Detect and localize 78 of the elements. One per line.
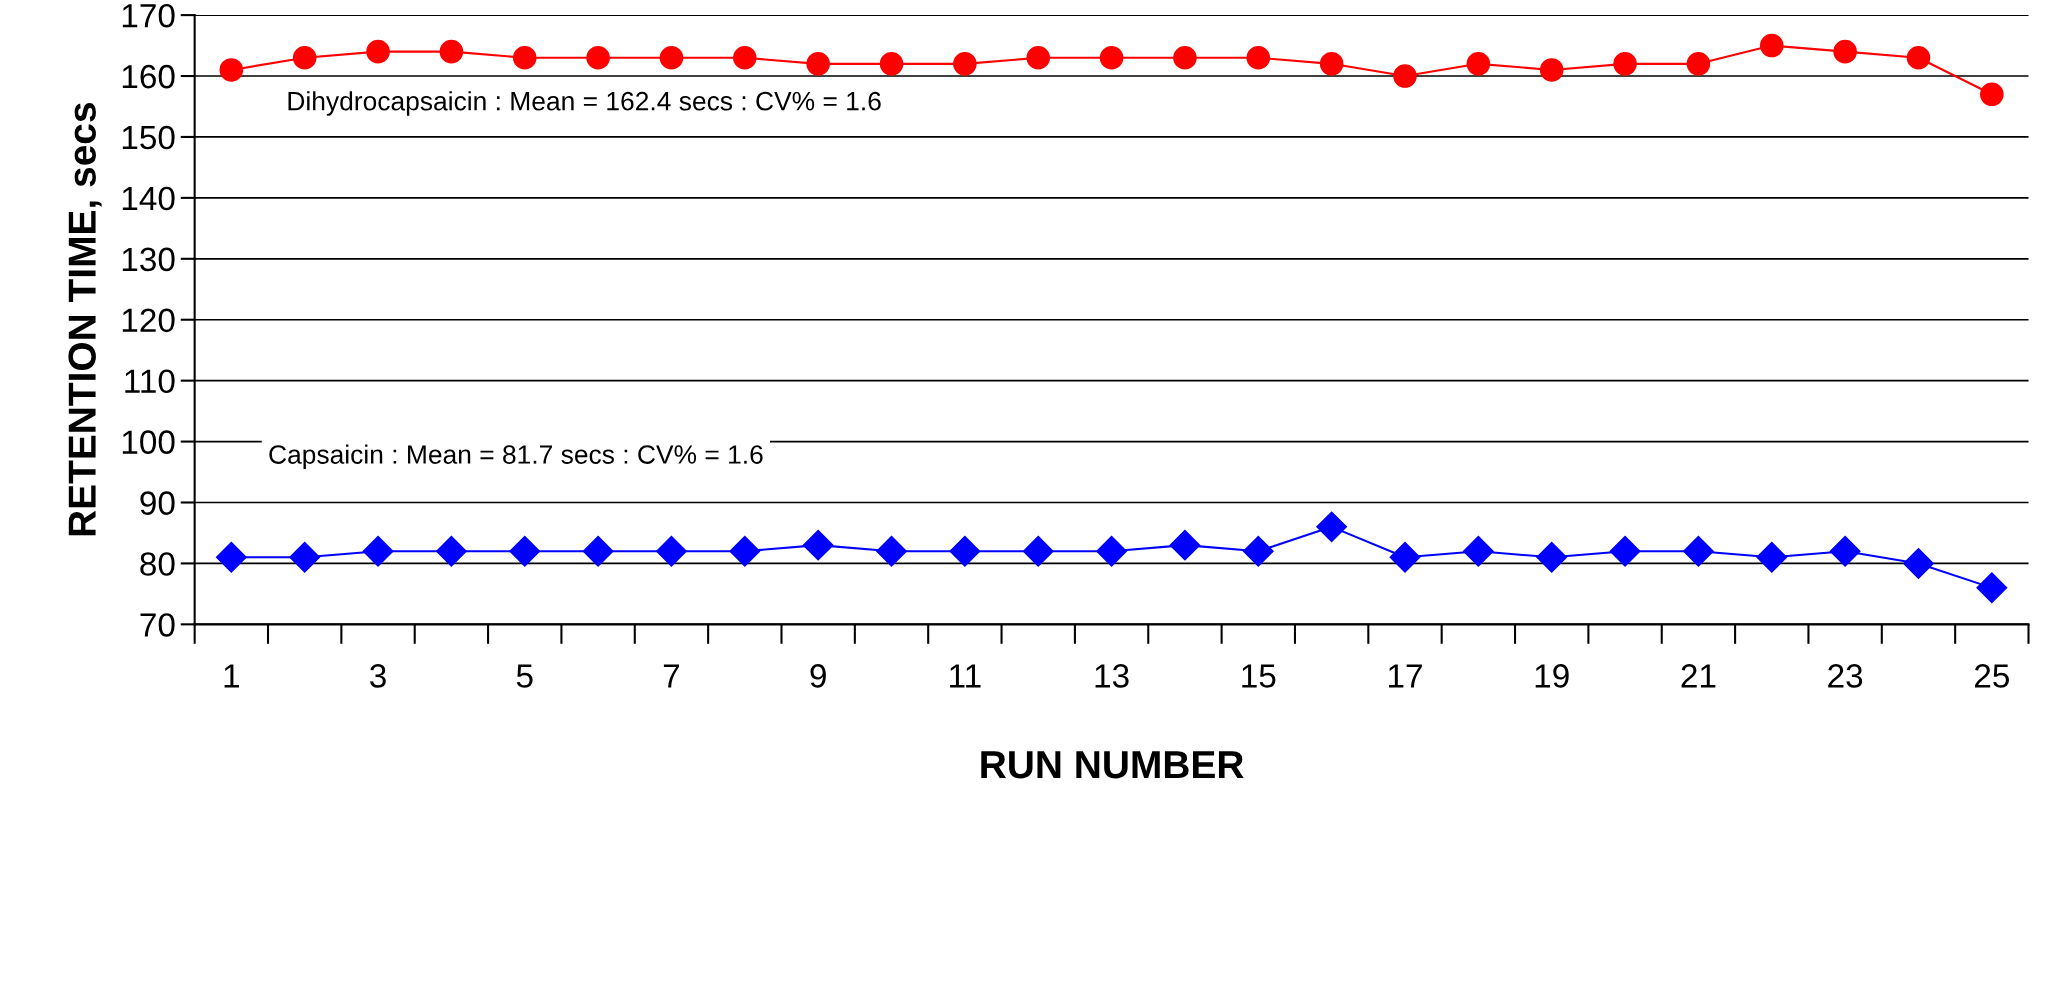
point bbox=[509, 535, 541, 567]
y-axis-title: RETENTION TIME, secs bbox=[68, 103, 102, 536]
point bbox=[1173, 45, 1197, 70]
y-tick-label: 70 bbox=[140, 613, 175, 637]
point bbox=[292, 45, 317, 70]
point bbox=[1536, 541, 1568, 573]
y-tick-label: 140 bbox=[122, 186, 175, 211]
y-tick-label: 80 bbox=[140, 552, 175, 576]
point bbox=[1319, 52, 1344, 76]
y-tick-label: 120 bbox=[122, 308, 175, 333]
point bbox=[1099, 45, 1124, 70]
point bbox=[876, 535, 907, 567]
point bbox=[512, 45, 537, 70]
point bbox=[1833, 39, 1857, 64]
point bbox=[1976, 572, 2008, 604]
x-tick-label: 19 bbox=[1535, 664, 1569, 688]
point bbox=[362, 535, 394, 567]
x-tick-label: 15 bbox=[1242, 664, 1276, 688]
x-tick-label: 13 bbox=[1095, 664, 1129, 688]
point bbox=[1246, 45, 1271, 70]
x-tick-label: 17 bbox=[1389, 664, 1422, 688]
point bbox=[1613, 52, 1637, 76]
point bbox=[1316, 511, 1348, 543]
point bbox=[1026, 45, 1051, 70]
x-tick-label: 5 bbox=[516, 664, 533, 688]
point bbox=[1539, 58, 1564, 82]
y-tick-label: 130 bbox=[122, 247, 175, 272]
x-tick-label: 25 bbox=[1974, 664, 2009, 688]
point bbox=[802, 529, 834, 561]
annotation: Capsaicin : Mean = 81.7 secs : CV% = 1.6 bbox=[269, 444, 763, 470]
y-tick-label: 170 bbox=[122, 3, 175, 28]
point bbox=[656, 535, 687, 567]
point bbox=[215, 541, 247, 573]
y-tick-label: 90 bbox=[140, 491, 175, 515]
x-axis-title: RUN NUMBER bbox=[981, 751, 1244, 779]
point bbox=[1980, 82, 2004, 107]
y-tick-label: 110 bbox=[125, 369, 175, 394]
point bbox=[879, 52, 904, 76]
point bbox=[1829, 535, 1861, 567]
x-tick-label: 3 bbox=[370, 664, 386, 688]
point bbox=[1682, 535, 1714, 567]
y-tick-label: 100 bbox=[122, 430, 175, 454]
point bbox=[1169, 529, 1201, 561]
point bbox=[366, 39, 390, 64]
x-tick-label: 7 bbox=[663, 664, 680, 688]
point bbox=[1393, 64, 1417, 88]
point bbox=[1022, 535, 1054, 567]
point bbox=[1096, 535, 1128, 567]
x-tick-label: 21 bbox=[1681, 664, 1716, 688]
y-tick-label: 150 bbox=[122, 125, 175, 150]
point bbox=[439, 39, 464, 64]
x-tick-label: 23 bbox=[1828, 664, 1863, 688]
point bbox=[1903, 547, 1934, 579]
point bbox=[1759, 33, 1784, 58]
point bbox=[1906, 45, 1931, 70]
annotation: Dihydrocapsaicin : Mean = 162.4 secs : CV% = 1.6 bbox=[288, 91, 881, 116]
point bbox=[806, 52, 830, 76]
point bbox=[1686, 52, 1711, 76]
x-tick-label: 9 bbox=[810, 664, 826, 688]
point bbox=[219, 58, 244, 82]
y-tick-label: 160 bbox=[122, 64, 175, 89]
point bbox=[729, 535, 761, 567]
x-tick-label: 11 bbox=[950, 664, 981, 688]
point bbox=[953, 52, 977, 76]
point bbox=[1609, 535, 1641, 567]
point bbox=[1462, 535, 1494, 567]
point bbox=[289, 541, 321, 573]
point bbox=[659, 45, 684, 70]
point bbox=[1756, 541, 1788, 573]
point bbox=[949, 535, 981, 567]
point bbox=[435, 535, 467, 567]
point bbox=[586, 45, 610, 70]
point bbox=[582, 535, 614, 567]
point bbox=[1242, 535, 1274, 567]
x-tick-label: 1 bbox=[224, 664, 239, 688]
point bbox=[1389, 541, 1421, 573]
point bbox=[733, 45, 757, 70]
point bbox=[1466, 52, 1491, 76]
